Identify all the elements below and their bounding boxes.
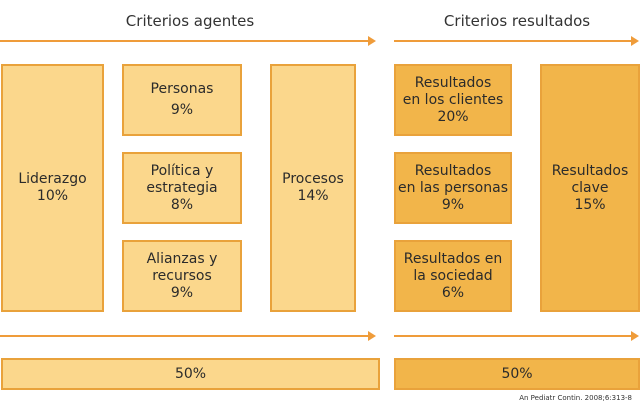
label-res-personas-line1: Resultados [414, 162, 492, 179]
pct-res-personas: 9% [441, 196, 465, 213]
label-res-clave-line2: clave [571, 179, 609, 196]
box-resultados-sociedad: Resultados en la sociedad 6% [394, 240, 512, 312]
label-personas: Personas [150, 81, 214, 97]
pct-alianzas: 9% [170, 284, 194, 301]
label-liderazgo: Liderazgo [18, 171, 87, 187]
label-res-personas-line2: en las personas [397, 179, 508, 196]
total-bar-agentes: 50% [1, 358, 380, 390]
total-bar-resultados: 50% [394, 358, 640, 390]
pct-res-sociedad: 6% [441, 284, 465, 301]
source-footnote: An Pediatr Contin. 2008;6:313-8 [519, 394, 632, 402]
box-liderazgo: Liderazgo 10% [1, 64, 104, 312]
box-resultados-clientes: Resultados en los clientes 20% [394, 64, 512, 136]
pct-politica: 8% [170, 196, 194, 213]
header-criterios-resultados: Criterios resultados [443, 12, 591, 30]
label-politica-line1: Política y [150, 162, 214, 179]
box-procesos: Procesos 14% [270, 64, 356, 312]
pct-personas: 9% [170, 102, 194, 118]
label-res-clientes-line1: Resultados [414, 74, 492, 91]
top-arrow-resultados [394, 36, 639, 46]
header-criterios-agentes: Criterios agentes [125, 12, 255, 30]
label-res-sociedad-line1: Resultados en [403, 250, 503, 267]
box-alianzas-recursos: Alianzas y recursos 9% [122, 240, 242, 312]
label-alianzas-line2: recursos [152, 267, 212, 284]
label-procesos: Procesos [282, 171, 344, 187]
bottom-arrow-resultados [394, 331, 639, 341]
pct-liderazgo: 10% [36, 188, 69, 204]
pct-res-clientes: 20% [437, 108, 469, 125]
label-alianzas-line1: Alianzas y [146, 250, 218, 267]
total-resultados: 50% [501, 366, 533, 382]
label-res-clave-line1: Resultados [551, 162, 629, 179]
pct-res-clave: 15% [574, 196, 606, 213]
box-politica-estrategia: Política y estrategia 8% [122, 152, 242, 224]
label-res-clientes-line2: en los clientes [402, 91, 504, 108]
label-politica-line2: estrategia [146, 179, 218, 196]
bottom-arrow-agentes [0, 331, 376, 341]
box-resultados-clave: Resultados clave 15% [540, 64, 640, 312]
box-resultados-personas: Resultados en las personas 9% [394, 152, 512, 224]
total-agentes: 50% [174, 366, 207, 382]
box-personas: Personas 9% [122, 64, 242, 136]
label-res-sociedad-line2: la sociedad [413, 267, 493, 284]
pct-procesos: 14% [297, 188, 329, 204]
top-arrow-agentes [0, 36, 376, 46]
